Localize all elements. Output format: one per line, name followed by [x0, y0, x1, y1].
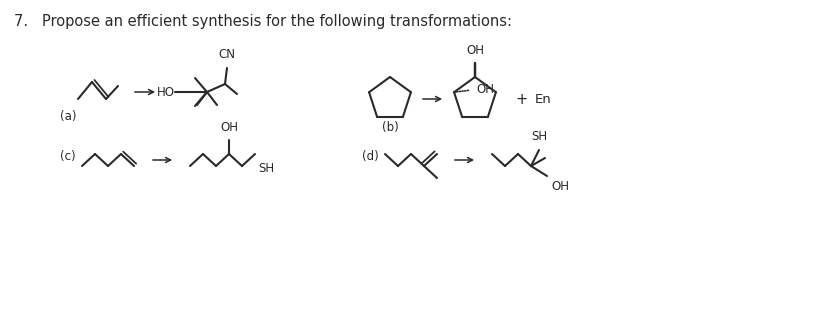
Text: OH: OH: [466, 44, 484, 57]
Text: HO: HO: [157, 86, 174, 99]
Text: (c): (c): [60, 150, 76, 163]
Text: (a): (a): [60, 109, 76, 122]
Text: 7.   Propose an efficient synthesis for the following transformations:: 7. Propose an efficient synthesis for th…: [14, 14, 511, 29]
Text: +: +: [515, 91, 528, 107]
Text: SH: SH: [258, 162, 274, 175]
Text: CN: CN: [218, 48, 235, 61]
Text: OH: OH: [476, 83, 494, 96]
Text: OH: OH: [550, 180, 568, 193]
Text: (b): (b): [381, 121, 398, 133]
Text: En: En: [534, 92, 551, 105]
Text: OH: OH: [220, 121, 237, 134]
Text: SH: SH: [530, 130, 547, 143]
Text: (d): (d): [361, 150, 378, 163]
